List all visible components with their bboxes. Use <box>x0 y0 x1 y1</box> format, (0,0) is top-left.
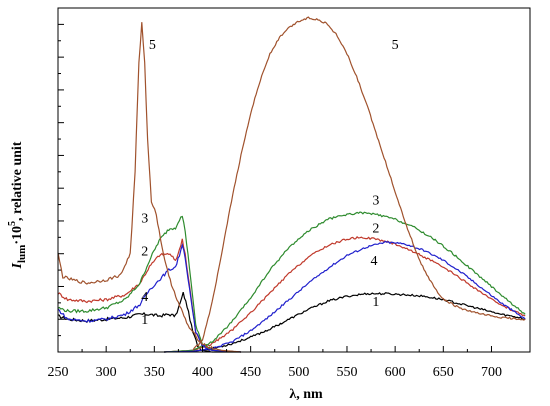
svg-text:Ilum·105, relative unit: Ilum·105, relative unit <box>7 141 28 269</box>
y-axis-title-main: I <box>10 262 25 269</box>
x-tick-label-550: 550 <box>336 365 357 380</box>
series-4 <box>57 240 526 353</box>
y-axis-title-rest: , relative unit <box>10 141 25 221</box>
series-label-1: 1 <box>141 313 148 328</box>
x-axis-title: λ, nm <box>289 387 323 402</box>
series-label-3: 3 <box>141 212 148 227</box>
series-label-2: 2 <box>141 244 148 259</box>
x-tick-label-500: 500 <box>288 365 309 380</box>
x-tick-label-300: 300 <box>96 365 117 380</box>
series-2 <box>57 236 526 353</box>
series-3 <box>57 211 526 353</box>
series-label-layer: 5 3 2 4 1 5 3 2 4 1 <box>141 38 398 328</box>
x-tick-label-600: 600 <box>385 365 406 380</box>
x-tick-label-700: 700 <box>481 365 502 380</box>
series-3-emission-line <box>163 211 526 353</box>
y-axis-title-sub: lum <box>16 245 28 263</box>
axes: 250 300 350 400 450 500 550 600 650 700 <box>48 7 531 380</box>
y-axis-title: Ilum·105, relative unit <box>7 141 28 269</box>
y-axis-title-mid: ·10 <box>10 226 25 245</box>
series-label-4: 4 <box>141 290 148 305</box>
series-5 <box>57 16 526 353</box>
x-tick-label-450: 450 <box>240 365 261 380</box>
x-tick-label-650: 650 <box>433 365 454 380</box>
series-label-1: 1 <box>372 295 379 310</box>
x-tick-label-400: 400 <box>192 365 213 380</box>
series-3-excitation-line <box>57 215 242 353</box>
y-axis-title-sup: 5 <box>7 221 18 226</box>
series-1-emission-line <box>164 292 526 353</box>
x-tick-label-250: 250 <box>48 365 69 380</box>
series-label-5: 5 <box>149 38 156 53</box>
series-label-3: 3 <box>372 194 379 209</box>
series-2-emission-line <box>163 236 526 353</box>
series-label-4: 4 <box>370 254 377 269</box>
series-5-emission-line <box>192 16 526 351</box>
series-label-5: 5 <box>392 38 399 53</box>
plot-frame <box>57 7 531 353</box>
series-4-emission-line <box>164 240 526 353</box>
series-layer <box>57 16 526 353</box>
series-1 <box>57 291 526 353</box>
series-label-2: 2 <box>372 221 379 236</box>
series-4-excitation-line <box>57 242 242 353</box>
series-5-excitation-line <box>57 22 242 353</box>
x-tick-label-350: 350 <box>144 365 165 380</box>
